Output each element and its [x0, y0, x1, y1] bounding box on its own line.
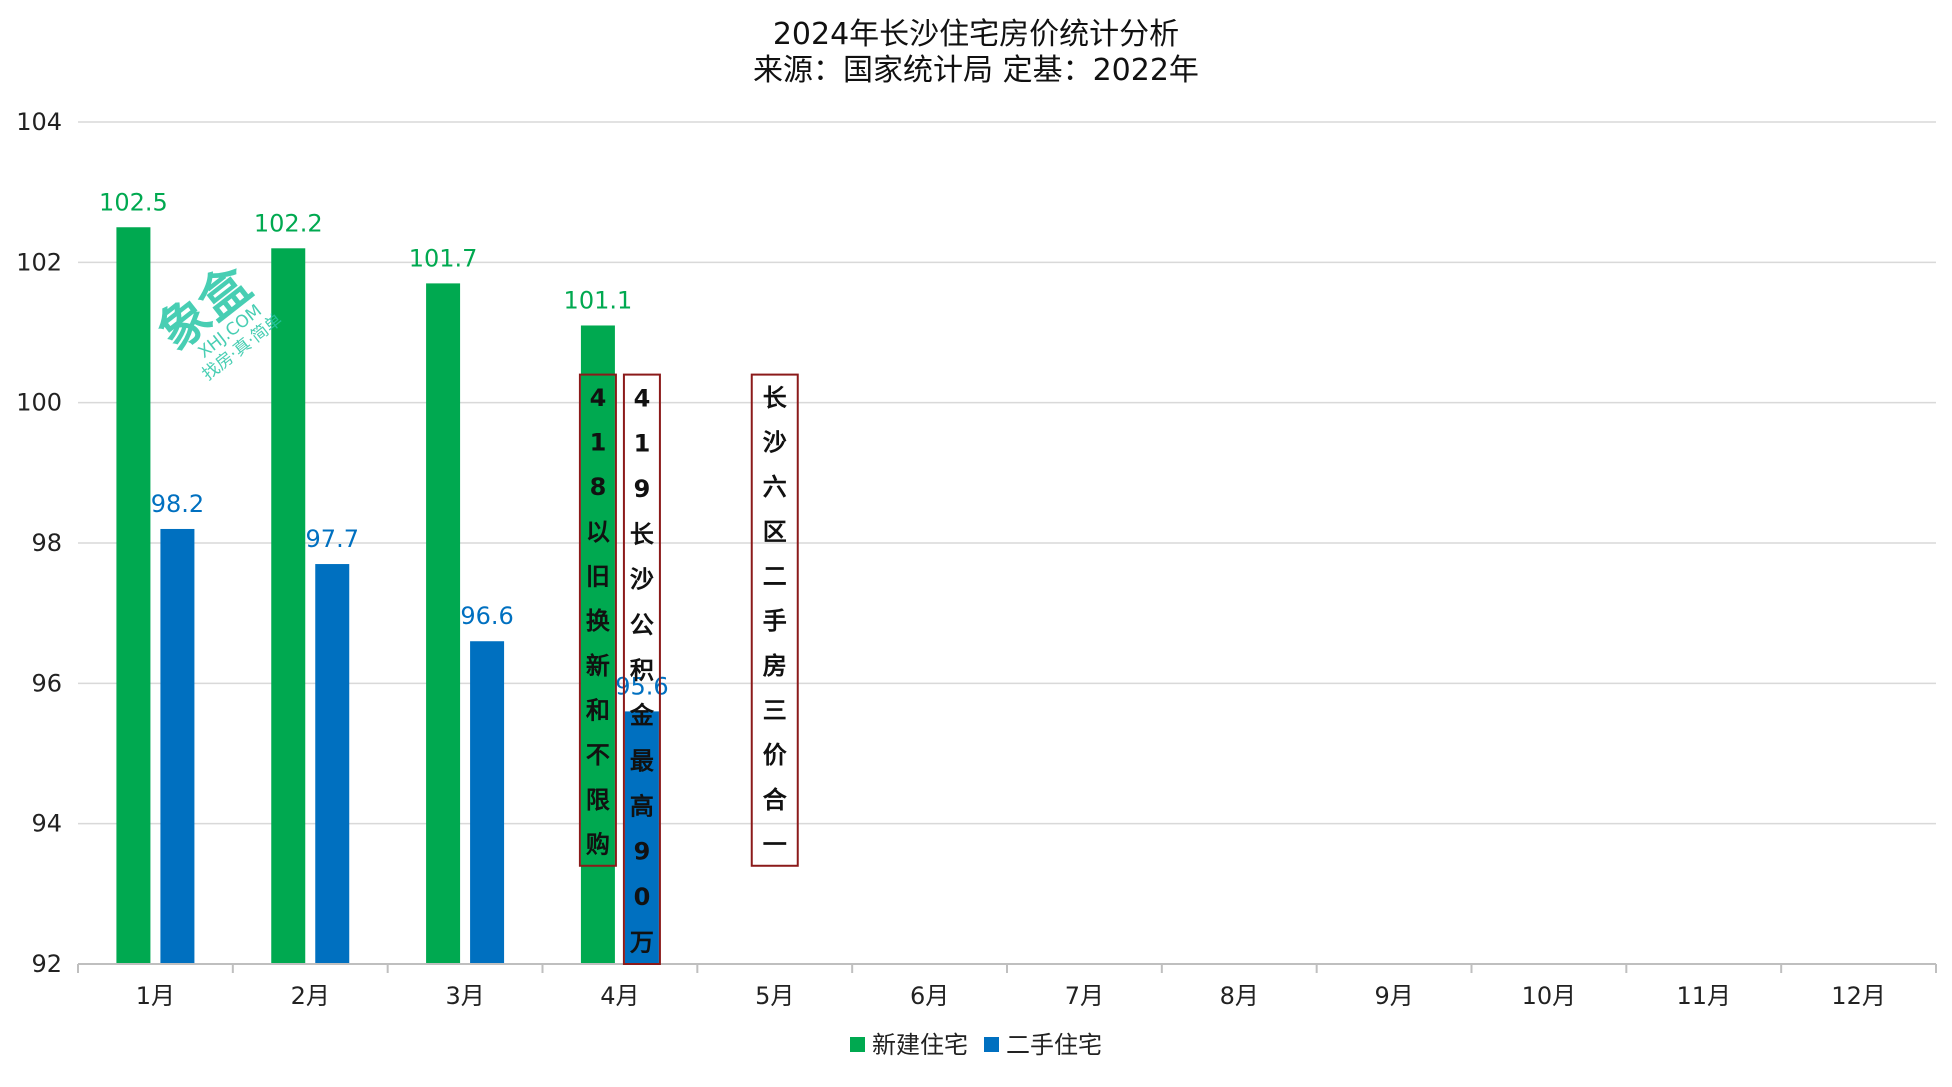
- annotation-char: 最: [630, 747, 655, 775]
- x-tick-label: 11月: [1676, 982, 1731, 1010]
- annotation-char: 0: [634, 883, 651, 911]
- annotation-char: 价: [763, 741, 788, 769]
- y-tick-label: 98: [31, 529, 62, 557]
- gridlines: [78, 121, 1936, 825]
- data-label: 97.7: [306, 525, 359, 553]
- annotation-char: 二: [763, 563, 787, 591]
- annotation-char: 旧: [586, 563, 610, 591]
- annotation-char: 限: [586, 786, 610, 814]
- x-axis: 1月 2月 3月 4月 5月 6月 7月 8月 9月 10月 11月 12月: [77, 963, 1937, 1010]
- annotation-border: [750, 373, 799, 867]
- legend-label: 二手住宅: [1006, 1031, 1102, 1059]
- y-tick-label: 92: [31, 950, 62, 978]
- y-tick-label: 94: [31, 810, 62, 838]
- annotation-char: 以: [586, 518, 610, 546]
- y-tick-label: 102: [16, 248, 62, 276]
- y-tick-label: 104: [16, 108, 62, 136]
- data-label: 96.6: [460, 602, 513, 630]
- x-tick-label: 8月: [1220, 982, 1259, 1010]
- chart-title: 2024年长沙住宅房价统计分析: [773, 17, 1179, 52]
- annotation-char: 金: [629, 702, 655, 730]
- bar: [160, 528, 195, 964]
- annotation-char: 三: [763, 696, 787, 724]
- x-tick-label: 4月: [600, 982, 639, 1010]
- bar: [271, 248, 306, 965]
- annotation-char: 1: [634, 430, 651, 458]
- annotation-char: 不: [586, 741, 610, 769]
- x-tick-label: 1月: [136, 982, 175, 1010]
- x-tick-label: 9月: [1374, 982, 1413, 1010]
- annotation-char: 沙: [763, 429, 787, 457]
- annotation-char: 手: [763, 607, 787, 635]
- bars: [116, 227, 659, 965]
- annotation-char: 高: [630, 792, 654, 820]
- y-axis: 92 94 96 98 100 102 104: [16, 108, 62, 978]
- data-label: 102.5: [99, 188, 168, 216]
- annotation-char: 房: [763, 652, 787, 680]
- legend: 新建住宅 二手住宅: [850, 1031, 1102, 1059]
- annotation-char: 4: [590, 384, 607, 412]
- bar: [624, 711, 659, 964]
- data-label: 98.2: [151, 490, 204, 518]
- bar: [426, 283, 461, 965]
- annotation-char: 万: [630, 928, 654, 956]
- annotation-border: [578, 373, 617, 867]
- watermark-logo: 象盒 XHJ.COM 找房·真·简单: [147, 254, 286, 384]
- annotation-char: 8: [590, 473, 607, 501]
- x-tick-label: 2月: [291, 982, 330, 1010]
- annotation-char: 9: [634, 475, 651, 503]
- x-tick-label: 5月: [755, 982, 794, 1010]
- annotation-char: 9: [634, 838, 651, 866]
- x-tick-label: 6月: [910, 982, 949, 1010]
- bar: [580, 325, 615, 964]
- data-label: 102.2: [254, 209, 323, 237]
- annotation-char: 4: [634, 384, 651, 412]
- legend-swatch: [984, 1037, 999, 1052]
- annotation-char: 公: [630, 611, 654, 639]
- annotation-char: 1: [590, 429, 607, 457]
- annotation-char: 长: [630, 520, 655, 548]
- x-tick-label: 10月: [1522, 982, 1577, 1010]
- bar: [315, 564, 350, 964]
- annotation-char: 合: [763, 786, 788, 814]
- chart-subtitle: 来源：国家统计局 定基：2022年: [753, 53, 1199, 88]
- annotation-char: 换: [586, 607, 611, 635]
- data-label: 101.7: [409, 244, 478, 272]
- annotation-border: [622, 373, 661, 966]
- y-tick-label: 96: [31, 669, 62, 697]
- x-tick-label: 3月: [445, 982, 484, 1010]
- annotation-char: 新: [586, 652, 610, 680]
- annotation-char: 区: [763, 518, 787, 546]
- data-label: 101.1: [564, 286, 633, 314]
- legend-swatch: [850, 1037, 865, 1052]
- x-tick-label: 12月: [1831, 982, 1886, 1010]
- annotation-char: 积: [630, 656, 654, 684]
- y-tick-label: 100: [16, 389, 62, 417]
- bar: [470, 641, 505, 964]
- bar: [116, 227, 151, 964]
- x-tick-label: 7月: [1065, 982, 1104, 1010]
- annotation-char: 沙: [630, 566, 654, 594]
- annotation-char: 购: [586, 830, 610, 858]
- legend-label: 新建住宅: [872, 1031, 968, 1059]
- annotation-char: 六: [763, 473, 787, 501]
- annotation-char: 和: [586, 696, 610, 724]
- annotation-char: 长: [763, 384, 788, 412]
- annotation-char: 一: [763, 830, 787, 858]
